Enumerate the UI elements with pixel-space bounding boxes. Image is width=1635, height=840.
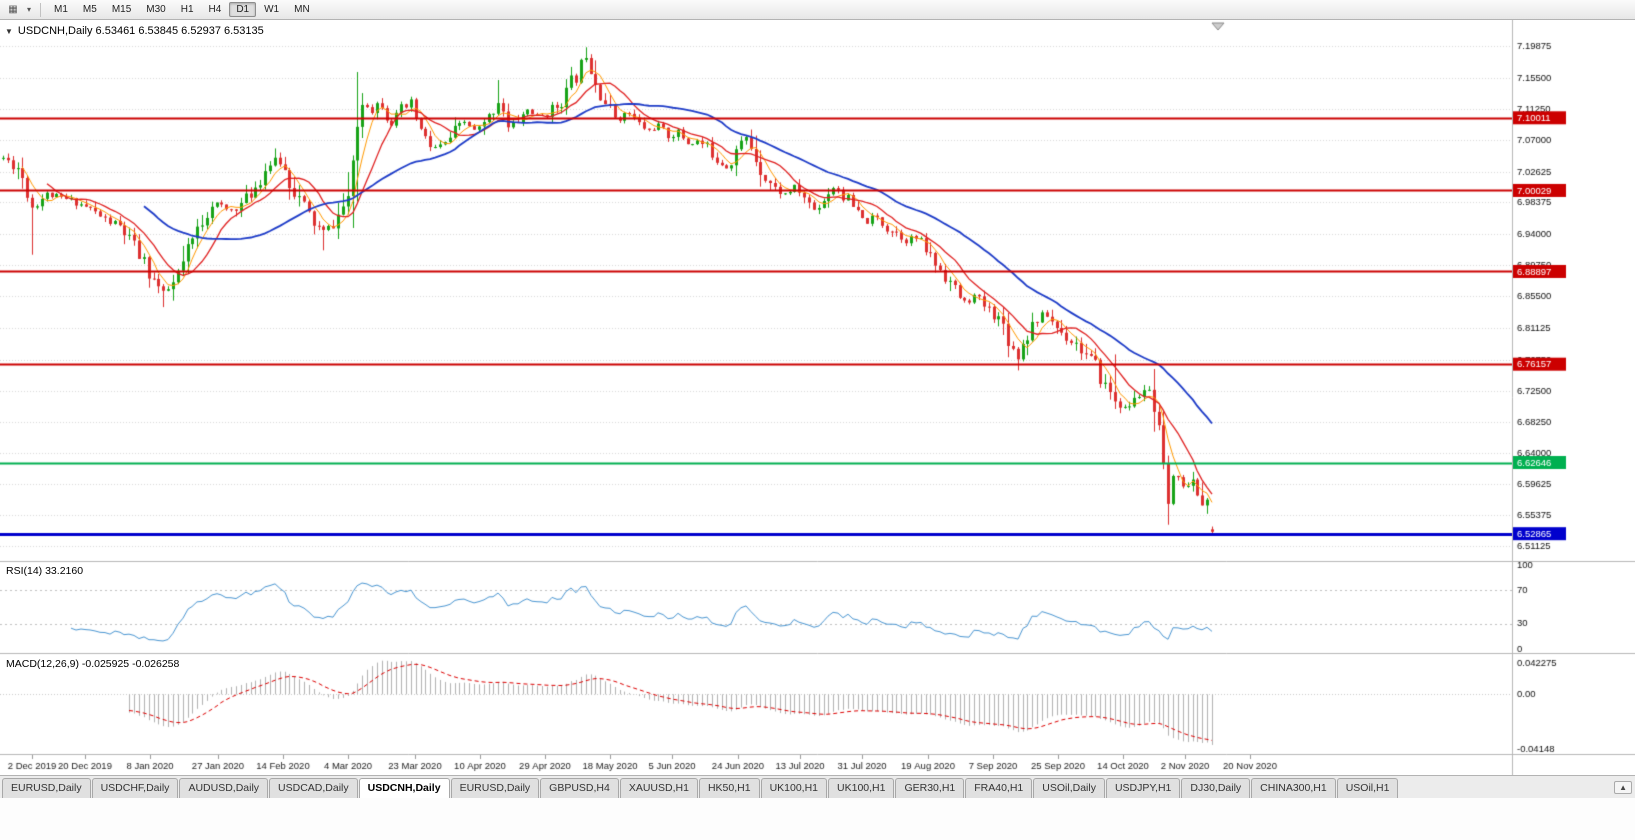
toolbar-separator [40, 2, 41, 17]
chart-tabs: EURUSD,Daily USDCHF,Daily AUDUSD,Daily USDC… [0, 775, 1635, 798]
toolbar: ▦ ▾ M1 M5 M15 M30 H1 H4 D1 W1 MN [0, 0, 1635, 20]
timeframe-m30[interactable]: M30 [146, 4, 166, 15]
timeframe-h4[interactable]: H4 [208, 4, 222, 15]
tab-usoil-daily[interactable]: USOil,Daily [1033, 778, 1105, 798]
tab-ger30-h1[interactable]: GER30,H1 [895, 778, 965, 798]
tab-usdcad-daily[interactable]: USDCAD,Daily [269, 778, 358, 798]
chart-canvas[interactable] [0, 20, 1635, 775]
tabs-scroll-button[interactable]: ▲ [1614, 781, 1632, 794]
tab-audusd-daily[interactable]: AUDUSD,Daily [179, 778, 269, 798]
chart-tabs-list: EURUSD,Daily USDCHF,Daily AUDUSD,Daily USDC… [2, 778, 1399, 798]
timeframe-buttons: M1 M5 M15 M30 H1 H4 D1 W1 MN [47, 2, 317, 17]
chart-area: ▼ USDCNH,Daily 6.53461 6.53845 6.52937 6… [0, 20, 1635, 775]
timeframe-w1[interactable]: W1 [264, 4, 280, 15]
timeframe-h1[interactable]: H1 [180, 4, 194, 15]
tab-hk50-h1[interactable]: HK50,H1 [698, 778, 760, 798]
timeframe-m15[interactable]: M15 [111, 4, 132, 15]
macd-indicator-label: MACD(12,26,9) -0.025925 -0.026258 [6, 658, 180, 670]
tab-xauusd-h1[interactable]: XAUUSD,H1 [619, 778, 698, 798]
chart-type-icon[interactable]: ▦ [8, 4, 18, 15]
chart-type-dropdown-icon[interactable]: ▾ [26, 5, 31, 14]
tab-dj30-daily[interactable]: DJ30,Daily [1181, 778, 1251, 798]
chart-title: ▼ USDCNH,Daily 6.53461 6.53845 6.52937 6… [5, 25, 264, 37]
tab-china300-h1[interactable]: CHINA300,H1 [1251, 778, 1336, 798]
tab-usoil-h1[interactable]: USOil,H1 [1336, 778, 1399, 798]
timeframe-m5[interactable]: M5 [82, 4, 97, 15]
timeframe-m1[interactable]: M1 [54, 4, 68, 15]
tab-eurusd-daily[interactable]: EURUSD,Daily [450, 778, 540, 798]
tab-gbpusd-h4[interactable]: GBPUSD,H4 [540, 778, 619, 798]
tab-usdchf-daily[interactable]: USDCHF,Daily [91, 778, 179, 798]
tab-uk100-h1[interactable]: UK100,H1 [760, 778, 828, 798]
rsi-indicator-label: RSI(14) 33.2160 [6, 565, 84, 577]
chart-title-text: USDCNH,Daily 6.53461 6.53845 6.52937 6.5… [17, 25, 264, 37]
one-click-trading-toggle-icon[interactable]: ▼ [5, 26, 13, 36]
tab-eurusd-daily[interactable]: EURUSD,Daily [2, 778, 91, 798]
tab-usdcnh-daily[interactable]: USDCNH,Daily [358, 778, 450, 798]
timeframe-mn[interactable]: MN [294, 4, 310, 15]
bottom-filler [0, 798, 1635, 840]
tab-fra40-h1[interactable]: FRA40,H1 [965, 778, 1033, 798]
tab-uk100-h1[interactable]: UK100,H1 [828, 778, 895, 798]
timeframe-d1[interactable]: D1 [229, 2, 257, 17]
tab-usdjpy-h1[interactable]: USDJPY,H1 [1105, 778, 1181, 798]
